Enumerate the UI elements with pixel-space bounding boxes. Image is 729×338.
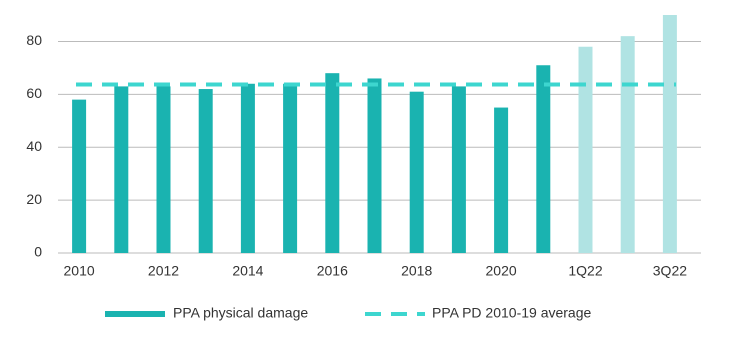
x-tick-label: 2016	[317, 263, 348, 279]
x-tick-label: 2020	[486, 263, 517, 279]
bar	[578, 46, 593, 253]
x-tick-label: 1Q22	[568, 263, 602, 279]
x-tick-label: 3Q22	[653, 263, 687, 279]
bar	[283, 83, 298, 253]
legend-label: PPA physical damage	[173, 305, 308, 321]
y-tick-label: 60	[26, 85, 42, 101]
bar	[536, 65, 551, 253]
bar	[156, 86, 171, 254]
legend-label: PPA PD 2010-19 average	[432, 305, 592, 321]
bar	[198, 89, 213, 254]
bar	[325, 73, 340, 253]
x-tick-label: 2014	[232, 263, 263, 279]
bar	[451, 86, 466, 254]
y-tick-label: 20	[26, 191, 42, 207]
bar	[240, 83, 255, 253]
bar	[367, 78, 382, 253]
x-tick-label: 2010	[64, 263, 95, 279]
bar	[662, 15, 677, 253]
bar	[114, 86, 129, 254]
x-tick-label: 2018	[401, 263, 432, 279]
y-tick-label: 40	[26, 138, 42, 154]
bar	[494, 107, 509, 253]
bar	[409, 91, 424, 253]
bar	[72, 99, 87, 253]
y-tick-label: 80	[26, 32, 42, 48]
y-tick-label: 0	[34, 244, 42, 260]
x-tick-label: 2012	[148, 263, 179, 279]
bar	[620, 36, 635, 254]
